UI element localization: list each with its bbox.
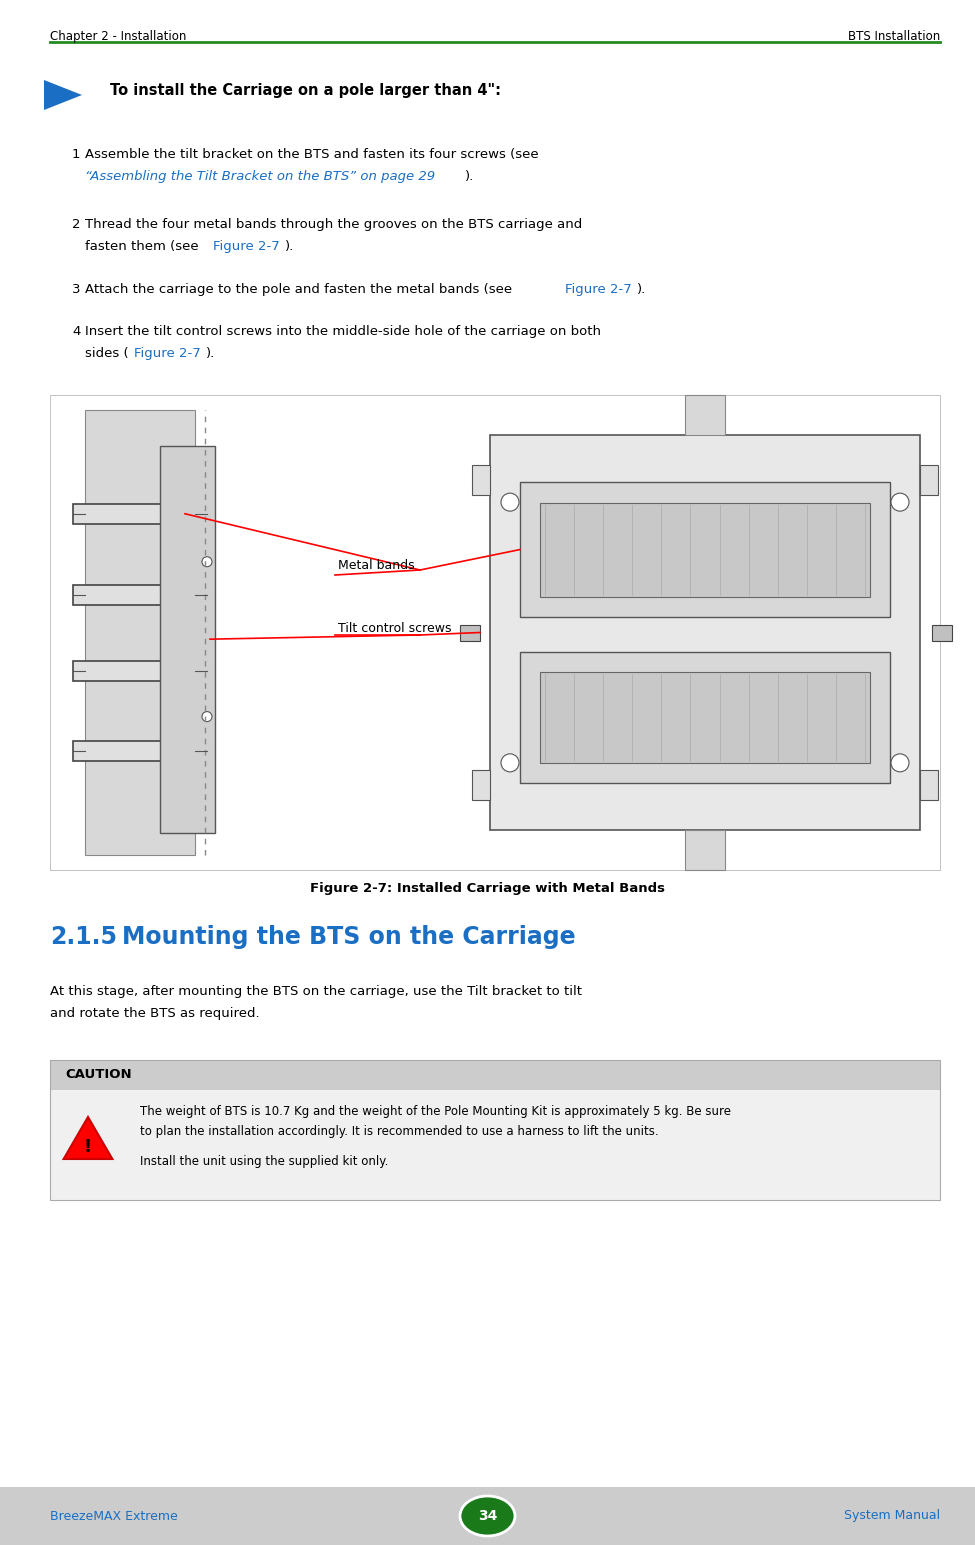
Circle shape	[202, 712, 212, 722]
Bar	[0, 1486, 975, 1545]
Text: ).: ).	[465, 170, 474, 182]
Circle shape	[891, 754, 909, 772]
Bar	[73, 661, 207, 680]
Bar	[685, 830, 725, 870]
Text: 2.1.5: 2.1.5	[50, 925, 117, 949]
Text: 34: 34	[478, 1509, 497, 1523]
Text: Insert the tilt control screws into the middle-side hole of the carriage on both: Insert the tilt control screws into the …	[85, 324, 601, 338]
Text: Metal bands: Metal bands	[338, 559, 414, 572]
Text: 2: 2	[72, 218, 81, 232]
Bar	[472, 769, 490, 800]
Text: to plan the installation accordingly. It is recommended to use a harness to lift: to plan the installation accordingly. It…	[140, 1125, 659, 1139]
Text: BreezeMAX Extreme: BreezeMAX Extreme	[50, 1509, 177, 1522]
Bar	[520, 482, 890, 616]
Bar	[460, 624, 480, 641]
Polygon shape	[63, 1117, 112, 1159]
Text: Chapter 2 - Installation: Chapter 2 - Installation	[50, 29, 186, 43]
Bar	[85, 409, 195, 854]
Bar	[472, 465, 490, 494]
Text: 4: 4	[72, 324, 80, 338]
Bar	[50, 1060, 940, 1091]
Text: and rotate the BTS as required.: and rotate the BTS as required.	[50, 1007, 259, 1020]
Text: Figure 2-7: Figure 2-7	[565, 283, 632, 297]
Text: fasten them (see: fasten them (see	[85, 239, 203, 253]
Bar	[932, 624, 952, 641]
Bar	[685, 396, 725, 436]
Bar	[160, 445, 215, 833]
Bar	[73, 742, 207, 762]
Bar	[73, 584, 207, 604]
Ellipse shape	[460, 1496, 515, 1536]
Bar	[490, 436, 920, 830]
Text: System Manual: System Manual	[844, 1509, 940, 1522]
Text: At this stage, after mounting the BTS on the carriage, use the Tilt bracket to t: At this stage, after mounting the BTS on…	[50, 986, 582, 998]
Text: Assemble the tilt bracket on the BTS and fasten its four screws (see: Assemble the tilt bracket on the BTS and…	[85, 148, 538, 161]
Bar	[50, 1060, 940, 1200]
Circle shape	[501, 754, 519, 772]
Bar	[920, 465, 938, 494]
Text: Thread the four metal bands through the grooves on the BTS carriage and: Thread the four metal bands through the …	[85, 218, 582, 232]
Text: Figure 2-7: Figure 2-7	[213, 239, 280, 253]
Bar	[50, 396, 940, 870]
Text: Figure 2-7: Figure 2-7	[134, 348, 201, 360]
Text: 1: 1	[72, 148, 81, 161]
Text: “Assembling the Tilt Bracket on the BTS” on page 29: “Assembling the Tilt Bracket on the BTS”…	[85, 170, 435, 182]
Text: ).: ).	[285, 239, 294, 253]
Circle shape	[202, 556, 212, 567]
Text: Attach the carriage to the pole and fasten the metal bands (see: Attach the carriage to the pole and fast…	[85, 283, 517, 297]
Polygon shape	[44, 80, 82, 110]
Circle shape	[501, 493, 519, 511]
Text: !: !	[84, 1139, 92, 1156]
Bar	[540, 672, 870, 763]
Text: 3: 3	[72, 283, 81, 297]
Text: ).: ).	[206, 348, 215, 360]
Text: Figure 2-7: Installed Carriage with Metal Bands: Figure 2-7: Installed Carriage with Meta…	[310, 882, 665, 895]
Bar	[920, 769, 938, 800]
Bar	[73, 504, 207, 524]
Text: Mounting the BTS on the Carriage: Mounting the BTS on the Carriage	[122, 925, 575, 949]
Text: CAUTION: CAUTION	[65, 1069, 132, 1081]
Text: The weight of BTS is 10.7 Kg and the weight of the Pole Mounting Kit is approxim: The weight of BTS is 10.7 Kg and the wei…	[140, 1105, 731, 1119]
Bar	[50, 1091, 940, 1200]
Text: sides (: sides (	[85, 348, 129, 360]
Circle shape	[891, 493, 909, 511]
Text: BTS Installation: BTS Installation	[847, 29, 940, 43]
Text: Tilt control screws: Tilt control screws	[338, 623, 451, 635]
Text: To install the Carriage on a pole larger than 4":: To install the Carriage on a pole larger…	[110, 82, 501, 97]
Bar	[520, 652, 890, 783]
Text: ).: ).	[637, 283, 646, 297]
Text: Install the unit using the supplied kit only.: Install the unit using the supplied kit …	[140, 1156, 388, 1168]
Bar	[540, 502, 870, 596]
